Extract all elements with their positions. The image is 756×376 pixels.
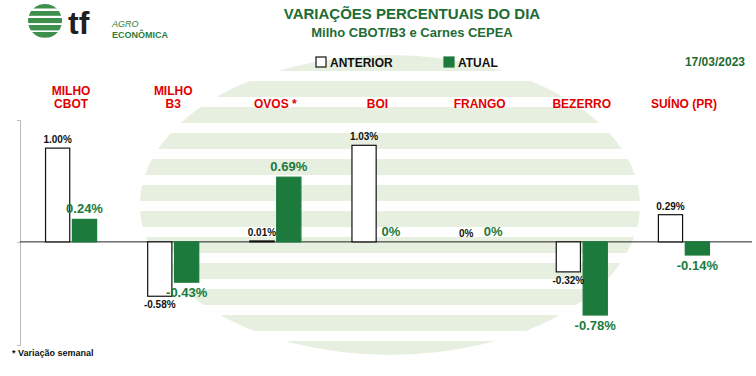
watermark-stripe <box>100 55 700 71</box>
grid-line <box>20 241 752 242</box>
data-label: 0% <box>484 224 503 239</box>
chart: tf AGROECONÔMICA VARIAÇÕES PERCENTUAIS DO … <box>0 0 756 376</box>
bar <box>658 215 682 242</box>
bar <box>379 241 403 242</box>
category-label: OVOS * <box>254 97 297 111</box>
data-labels: 1.00% -0.58% 0.01% 1.03% 0% -0.32% 0.29% 0.24% -… <box>43 131 718 333</box>
subtitle: Milho CBOT/B3 e Carnes CEPEA <box>311 25 513 40</box>
y-tick <box>17 242 20 243</box>
data-label: 0% <box>382 224 401 239</box>
data-label: 1.00% <box>43 134 71 145</box>
data-label: -0.14% <box>677 258 719 273</box>
logo-stripe <box>25 39 70 45</box>
legend-item: ANTERIOR <box>316 56 393 70</box>
data-label: 0.24% <box>66 201 103 216</box>
title: VARIAÇÕES PERCENTUAIS DO DIA <box>284 5 541 22</box>
legend: ANTERIOR ATUAL <box>316 56 498 70</box>
logo-stripe <box>25 32 70 38</box>
y-tick-mark <box>17 242 20 243</box>
bar <box>556 242 580 272</box>
data-label: 0.01% <box>248 227 276 238</box>
category-label: BOI <box>367 97 388 111</box>
watermark-stripe <box>100 341 700 357</box>
logo-stripe <box>25 4 70 9</box>
legend-swatch <box>316 57 326 67</box>
category-label: BEZERRO <box>552 97 611 111</box>
data-label: -0.78% <box>575 318 617 333</box>
logo-text: ECONÔMICA <box>112 29 169 40</box>
data-label: 0.69% <box>270 159 307 174</box>
watermark-stripe <box>100 159 700 175</box>
legend-label: ATUAL <box>458 56 498 70</box>
logo-text: AGRO <box>111 19 139 29</box>
watermark-stripe <box>100 133 700 149</box>
bars <box>46 145 710 315</box>
watermark-stripe <box>100 185 700 201</box>
logo-stripe <box>25 18 70 23</box>
bar <box>352 145 376 242</box>
legend-item: ATUAL <box>444 56 498 70</box>
data-label: 0.29% <box>656 201 684 212</box>
data-label: -0.58% <box>144 299 176 310</box>
category-label: SUÍNO (PR) <box>651 96 717 111</box>
bar <box>277 177 301 242</box>
data-label: 1.03% <box>350 131 378 142</box>
bar <box>685 242 709 255</box>
category-label: MILHOB3 <box>154 84 193 111</box>
data-label: -0.43% <box>166 285 208 300</box>
logo-stripe <box>25 25 70 30</box>
logo-stripe <box>25 11 70 16</box>
date: 17/03/2023 <box>685 55 745 69</box>
legend-label: ANTERIOR <box>330 56 393 70</box>
y-axis-line <box>17 121 21 346</box>
watermark-stripe <box>100 81 700 97</box>
category-label: FRANGO <box>454 97 506 111</box>
bar <box>454 241 478 242</box>
bar <box>250 240 274 242</box>
logo: tf AGROECONÔMICA <box>25 4 169 45</box>
legend-swatch <box>444 57 454 67</box>
footnote: * Variação semanal <box>12 348 94 358</box>
bar <box>583 242 607 315</box>
category-label: MILHOCBOT <box>52 84 91 111</box>
data-label: 0% <box>459 228 474 239</box>
bar <box>72 219 96 242</box>
data-label: -0.32% <box>553 275 585 286</box>
y-axis <box>17 121 21 346</box>
bar <box>175 242 199 282</box>
watermark <box>100 55 700 357</box>
logo-mark: tf <box>68 5 90 41</box>
bar <box>46 148 70 242</box>
bar <box>481 241 505 242</box>
